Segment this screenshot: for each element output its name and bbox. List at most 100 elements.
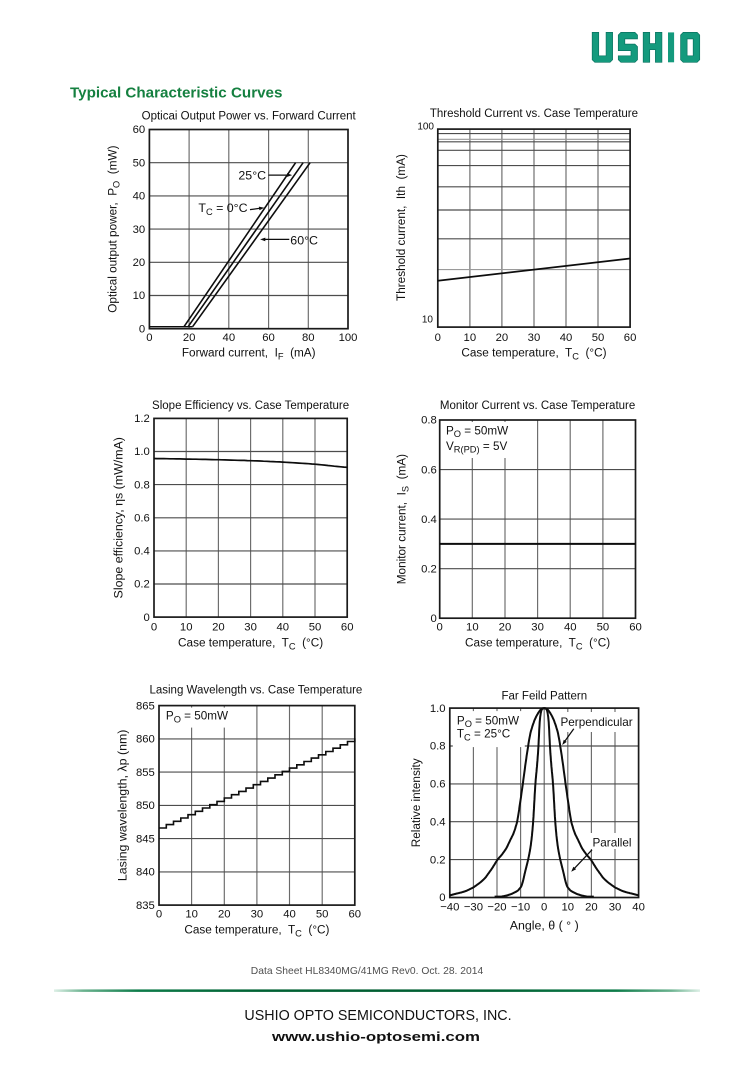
svg-text:Optical output power, PO (mW: Optical output power, PO (mW)	[107, 145, 122, 312]
svg-text:−40: −40	[440, 902, 459, 914]
svg-text:10: 10	[464, 332, 477, 344]
svg-text:Relative intensity: Relative intensity	[410, 758, 423, 847]
svg-text:TC = 0°C: TC = 0°C	[198, 201, 247, 217]
svg-text:20: 20	[133, 257, 146, 269]
svg-text:0.6: 0.6	[134, 512, 150, 524]
svg-text:60°C: 60°C	[290, 234, 318, 248]
svg-text:40: 40	[133, 191, 146, 203]
svg-text:30: 30	[609, 902, 622, 914]
svg-text:40: 40	[632, 902, 645, 914]
svg-text:0: 0	[156, 908, 162, 920]
svg-text:10: 10	[422, 315, 434, 326]
svg-text:PO = 50mW: PO = 50mW	[446, 424, 508, 439]
svg-text:30: 30	[528, 332, 541, 344]
svg-text:50: 50	[309, 622, 322, 634]
svg-text:0: 0	[146, 332, 152, 344]
svg-text:Threshold current, Ith (mA): Threshold current, Ith (mA)	[395, 154, 408, 301]
svg-text:0: 0	[541, 902, 547, 914]
svg-text:25°C: 25°C	[238, 169, 266, 183]
svg-text:840: 840	[136, 867, 155, 879]
svg-text:50: 50	[597, 622, 610, 634]
svg-text:Threshold Current vs. Case Tem: Threshold Current vs. Case Temperature	[430, 108, 638, 120]
svg-text:10: 10	[562, 902, 575, 914]
svg-text:Slope efficiency, ηs (mW/mA): Slope efficiency, ηs (mW/mA)	[112, 437, 126, 598]
svg-text:0: 0	[144, 612, 150, 624]
svg-text:Perpendicular: Perpendicular	[561, 716, 633, 729]
svg-text:60: 60	[341, 622, 354, 634]
svg-text:20: 20	[212, 622, 225, 634]
svg-text:0.6: 0.6	[421, 464, 437, 476]
svg-text:20: 20	[585, 902, 598, 914]
svg-text:0.2: 0.2	[134, 579, 150, 591]
svg-text:Case temperature, TC (°C): Case temperature, TC (°C)	[184, 924, 329, 939]
svg-text:50: 50	[133, 157, 146, 169]
svg-text:100: 100	[417, 122, 434, 133]
svg-text:60: 60	[629, 622, 642, 634]
svg-text:Parallel: Parallel	[593, 836, 632, 849]
svg-text:835: 835	[136, 900, 155, 912]
svg-text:60: 60	[349, 908, 362, 920]
svg-text:Slope Efficiency vs. Case Temp: Slope Efficiency vs. Case Temperature	[152, 400, 349, 412]
svg-text:0: 0	[435, 332, 441, 344]
svg-text:40: 40	[564, 622, 577, 634]
svg-text:20: 20	[496, 332, 509, 344]
svg-text:850: 850	[136, 800, 155, 812]
svg-text:TC = 25°C: TC = 25°C	[457, 728, 510, 743]
svg-text:Case temperature, TC (°C): Case temperature, TC (°C)	[461, 347, 606, 362]
svg-text:Far Feild Pattern: Far Feild Pattern	[501, 691, 587, 703]
svg-text:30: 30	[244, 622, 257, 634]
svg-text:20: 20	[183, 332, 196, 344]
svg-text:30: 30	[133, 224, 146, 236]
svg-text:1.0: 1.0	[134, 446, 150, 458]
svg-text:60: 60	[262, 332, 275, 344]
svg-text:USHIO OPTO SEMICONDUCTORS, INC: USHIO OPTO SEMICONDUCTORS, INC.	[244, 1008, 511, 1024]
svg-text:−20: −20	[487, 902, 506, 914]
svg-text:845: 845	[136, 833, 155, 845]
svg-text:20: 20	[499, 622, 512, 634]
svg-text:30: 30	[531, 622, 544, 634]
svg-text:50: 50	[592, 332, 605, 344]
svg-text:−30: −30	[464, 902, 483, 914]
svg-text:Case temperature, TC (°C): Case temperature, TC (°C)	[178, 637, 323, 652]
svg-text:865: 865	[136, 700, 155, 712]
svg-text:Opticai Output Power vs. Forwa: Opticai Output Power vs. Forward Current	[142, 110, 357, 122]
svg-text:0.4: 0.4	[421, 514, 437, 526]
svg-text:855: 855	[136, 767, 155, 779]
svg-text:0: 0	[437, 622, 443, 634]
svg-text:40: 40	[223, 332, 236, 344]
svg-text:0.4: 0.4	[430, 816, 446, 828]
svg-text:0: 0	[151, 622, 157, 634]
svg-text:30: 30	[251, 908, 264, 920]
svg-text:80: 80	[302, 332, 315, 344]
svg-text:Monitor Current vs. Case Tempe: Monitor Current vs. Case Temperature	[440, 400, 635, 412]
svg-text:Angle, θ ( ° ): Angle, θ ( ° )	[510, 919, 579, 933]
svg-text:40: 40	[560, 332, 573, 344]
svg-text:Lasing Wavelength vs. Case Tem: Lasing Wavelength vs. Case Temperature	[149, 685, 362, 697]
svg-text:−10: −10	[511, 902, 530, 914]
svg-text:Forward current, IF (mA): Forward current, IF (mA)	[182, 347, 316, 362]
svg-text:0.2: 0.2	[421, 563, 437, 575]
svg-text:10: 10	[180, 622, 193, 634]
svg-text:0: 0	[431, 613, 437, 625]
svg-text:860: 860	[136, 734, 155, 746]
svg-text:40: 40	[277, 622, 290, 634]
svg-text:PO = 50mW: PO = 50mW	[457, 714, 519, 729]
svg-text:PO = 50mW: PO = 50mW	[166, 710, 228, 725]
svg-text:20: 20	[218, 908, 231, 920]
svg-text:10: 10	[185, 908, 198, 920]
svg-text:40: 40	[283, 908, 296, 920]
svg-text:100: 100	[339, 332, 358, 344]
svg-text:0.2: 0.2	[430, 854, 446, 866]
svg-text:Monitor current, IS (mA): Monitor current, IS (mA)	[396, 454, 411, 584]
svg-text:1.0: 1.0	[430, 703, 446, 715]
svg-text:www.ushio-optosemi.com: www.ushio-optosemi.com	[271, 1029, 480, 1044]
svg-text:1.2: 1.2	[134, 413, 150, 425]
svg-text:Case temperature, TC (°C): Case temperature, TC (°C)	[465, 637, 610, 652]
svg-text:60: 60	[624, 332, 637, 344]
svg-text:Typical Characteristic Curves: Typical Characteristic Curves	[70, 85, 282, 102]
svg-text:10: 10	[466, 622, 479, 634]
svg-text:50: 50	[316, 908, 329, 920]
svg-text:0.6: 0.6	[430, 779, 446, 791]
svg-text:0: 0	[139, 323, 145, 335]
svg-text:0.8: 0.8	[421, 415, 437, 427]
